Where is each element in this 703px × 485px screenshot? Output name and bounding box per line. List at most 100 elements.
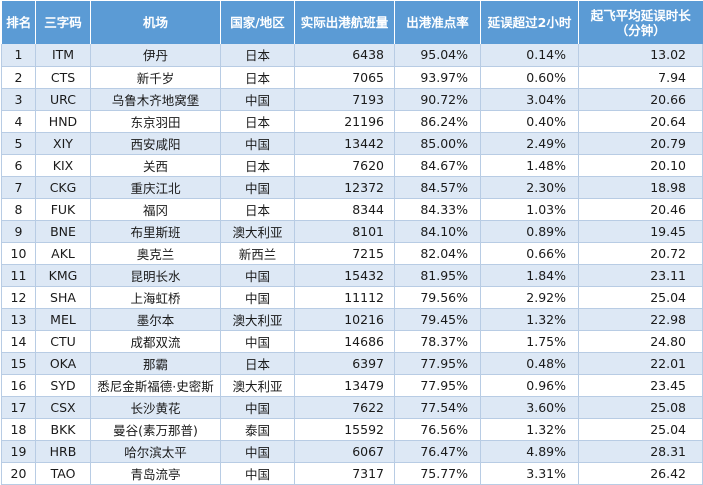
cell-avgdelay: 25.08: [578, 396, 703, 419]
table-row: 10 AKL 奥克兰 新西兰 7215 82.04% 0.66% 20.72: [1, 242, 703, 265]
cell-delay2h: 4.89%: [480, 440, 579, 463]
cell-flights: 7622: [294, 396, 395, 419]
cell-flights: 6067: [294, 440, 395, 463]
cell-airport: 曼谷(素万那普): [90, 418, 221, 441]
cell-delay2h: 0.96%: [480, 374, 579, 397]
cell-delay2h: 2.30%: [480, 176, 579, 199]
cell-avgdelay: 20.72: [578, 242, 703, 265]
cell-region: 中国: [220, 88, 295, 111]
table-row: 1 ITM 伊丹 日本 6438 95.04% 0.14% 13.02: [1, 44, 703, 67]
cell-ontime: 78.37%: [394, 330, 481, 353]
table-row: 5 XIY 西安咸阳 中国 13442 85.00% 2.49% 20.79: [1, 132, 703, 155]
cell-airport: 东京羽田: [90, 110, 221, 133]
table-row: 9 BNE 布里斯班 澳大利亚 8101 84.10% 0.89% 19.45: [1, 220, 703, 243]
cell-rank: 4: [1, 110, 36, 133]
cell-flights: 21196: [294, 110, 395, 133]
cell-delay2h: 1.84%: [480, 264, 579, 287]
cell-ontime: 84.10%: [394, 220, 481, 243]
cell-delay2h: 0.14%: [480, 44, 579, 67]
cell-delay2h: 2.92%: [480, 286, 579, 309]
table-row: 11 KMG 昆明长水 中国 15432 81.95% 1.84% 23.11: [1, 264, 703, 287]
cell-avgdelay: 25.04: [578, 418, 703, 441]
table-row: 15 OKA 那霸 日本 6397 77.95% 0.48% 22.01: [1, 352, 703, 375]
cell-ontime: 76.56%: [394, 418, 481, 441]
cell-avgdelay: 23.45: [578, 374, 703, 397]
cell-code: CTS: [35, 66, 91, 89]
cell-region: 中国: [220, 330, 295, 353]
header-avgdelay: 起飞平均延误时长 （分钟）: [579, 1, 703, 44]
cell-code: CTU: [35, 330, 91, 353]
cell-rank: 2: [1, 66, 36, 89]
cell-delay2h: 0.89%: [480, 220, 579, 243]
table-row: 6 KIX 关西 日本 7620 84.67% 1.48% 20.10: [1, 154, 703, 177]
cell-region: 泰国: [220, 418, 295, 441]
cell-code: HRB: [35, 440, 91, 463]
cell-code: TAO: [35, 462, 91, 485]
cell-airport: 福冈: [90, 198, 221, 221]
cell-flights: 13442: [294, 132, 395, 155]
cell-flights: 13479: [294, 374, 395, 397]
cell-airport: 哈尔滨太平: [90, 440, 221, 463]
table-row: 8 FUK 福冈 日本 8344 84.33% 1.03% 20.46: [1, 198, 703, 221]
cell-ontime: 77.95%: [394, 352, 481, 375]
cell-airport: 墨尔本: [90, 308, 221, 331]
cell-code: FUK: [35, 198, 91, 221]
cell-rank: 16: [1, 374, 36, 397]
cell-rank: 1: [1, 44, 36, 67]
cell-flights: 6397: [294, 352, 395, 375]
cell-flights: 7215: [294, 242, 395, 265]
cell-code: ITM: [35, 44, 91, 67]
cell-airport: 伊丹: [90, 44, 221, 67]
cell-region: 日本: [220, 198, 295, 221]
cell-avgdelay: 7.94: [578, 66, 703, 89]
cell-region: 日本: [220, 44, 295, 67]
cell-ontime: 79.45%: [394, 308, 481, 331]
cell-rank: 20: [1, 462, 36, 485]
cell-avgdelay: 22.01: [578, 352, 703, 375]
cell-flights: 8101: [294, 220, 395, 243]
cell-region: 日本: [220, 352, 295, 375]
cell-code: XIY: [35, 132, 91, 155]
cell-avgdelay: 19.45: [578, 220, 703, 243]
table-row: 14 CTU 成都双流 中国 14686 78.37% 1.75% 24.80: [1, 330, 703, 353]
cell-region: 中国: [220, 176, 295, 199]
cell-delay2h: 3.04%: [480, 88, 579, 111]
cell-delay2h: 0.66%: [480, 242, 579, 265]
header-row: 排名 三字码 机场 国家/地区 实际出港航班量 出港准点率 延误超过2小时 起飞…: [1, 1, 703, 44]
cell-ontime: 93.97%: [394, 66, 481, 89]
cell-region: 澳大利亚: [220, 220, 295, 243]
table-row: 16 SYD 悉尼金斯福德·史密斯 澳大利亚 13479 77.95% 0.96% 23.45: [1, 374, 703, 397]
cell-avgdelay: 25.04: [578, 286, 703, 309]
cell-ontime: 90.72%: [394, 88, 481, 111]
cell-avgdelay: 24.80: [578, 330, 703, 353]
cell-ontime: 75.77%: [394, 462, 481, 485]
header-flights: 实际出港航班量: [294, 1, 395, 44]
cell-region: 日本: [220, 154, 295, 177]
cell-flights: 6438: [294, 44, 395, 67]
cell-airport: 悉尼金斯福德·史密斯: [90, 374, 221, 397]
header-delay2h: 延误超过2小时: [480, 1, 579, 44]
table-row: 2 CTS 新千岁 日本 7065 93.97% 0.60% 7.94: [1, 66, 703, 89]
table-body: 1 ITM 伊丹 日本 6438 95.04% 0.14% 13.02 2 CTS 新千岁 日本 706…: [1, 44, 703, 485]
cell-code: KIX: [35, 154, 91, 177]
cell-delay2h: 0.40%: [480, 110, 579, 133]
cell-rank: 11: [1, 264, 36, 287]
cell-rank: 14: [1, 330, 36, 353]
cell-rank: 9: [1, 220, 36, 243]
cell-rank: 7: [1, 176, 36, 199]
header-avgdelay-line2: （分钟）: [615, 22, 666, 38]
cell-rank: 6: [1, 154, 36, 177]
header-airport: 机场: [90, 1, 221, 44]
cell-rank: 5: [1, 132, 36, 155]
cell-region: 日本: [220, 110, 295, 133]
cell-avgdelay: 22.98: [578, 308, 703, 331]
cell-airport: 新千岁: [90, 66, 221, 89]
cell-rank: 8: [1, 198, 36, 221]
cell-rank: 10: [1, 242, 36, 265]
cell-ontime: 95.04%: [394, 44, 481, 67]
cell-delay2h: 1.48%: [480, 154, 579, 177]
cell-avgdelay: 28.31: [578, 440, 703, 463]
cell-code: BNE: [35, 220, 91, 243]
cell-flights: 7620: [294, 154, 395, 177]
